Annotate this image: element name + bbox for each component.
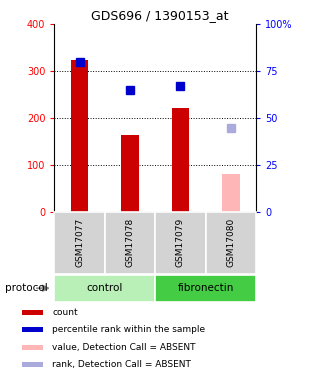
Bar [71,60,88,212]
Bar [22,362,43,367]
Bar [172,108,189,212]
Text: value, Detection Call = ABSENT: value, Detection Call = ABSENT [52,343,196,352]
Bar [105,212,155,274]
Text: GDS696 / 1390153_at: GDS696 / 1390153_at [91,9,229,22]
Bar [22,310,43,315]
Text: percentile rank within the sample: percentile rank within the sample [52,325,205,334]
Bar [206,212,256,274]
Text: GSM17079: GSM17079 [176,218,185,267]
Text: fibronectin: fibronectin [177,283,234,293]
Bar [155,212,206,274]
Bar [54,212,105,274]
Text: GSM17077: GSM17077 [75,218,84,267]
Bar [54,274,155,302]
Bar [22,345,43,350]
Text: GSM17078: GSM17078 [125,218,134,267]
Bar [155,274,256,302]
Text: count: count [52,308,78,317]
Bar [222,174,240,212]
Text: control: control [87,283,123,293]
Text: protocol: protocol [5,283,48,293]
Text: rank, Detection Call = ABSENT: rank, Detection Call = ABSENT [52,360,191,369]
Bar [22,327,43,332]
Bar [121,135,139,212]
Text: GSM17080: GSM17080 [226,218,235,267]
